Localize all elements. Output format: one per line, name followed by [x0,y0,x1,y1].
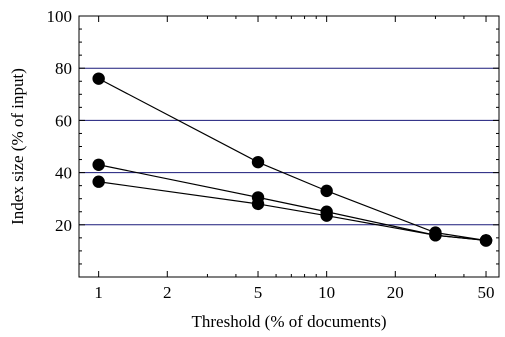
series-lines [98,78,487,242]
x-tick-label: 1 [94,283,103,302]
y-tick-label: 20 [55,216,72,235]
axis-ticks [79,15,499,277]
data-point-s3-3 [320,209,333,222]
x-axis-title: Threshold (% of documents) [192,312,387,331]
data-markers [92,72,493,247]
grid-lines [79,67,499,226]
x-tick-label: 20 [387,283,404,302]
series-line-3 [98,181,487,242]
y-tick-label: 60 [55,111,72,130]
x-tick-label: 10 [318,283,335,302]
data-point-s1-1 [92,72,105,85]
y-tick-label: 100 [47,7,73,26]
y-tick-label: 80 [55,59,72,78]
x-tick-label: 50 [478,283,495,302]
x-tick-label: 2 [163,283,172,302]
y-axis-title: Index size (% of input) [8,68,27,225]
data-point-s1-2 [251,155,265,169]
data-point-s3-1 [92,175,105,188]
data-point-s2-1 [92,158,105,171]
data-point-s1-3 [320,184,333,198]
data-point-s3-5 [479,234,493,247]
tick-labels: 20 40 60 80 100 1 2 5 10 20 50 [47,7,495,302]
data-point-s3-2 [251,197,265,211]
series-line-1 [98,78,487,242]
data-point-s3-4 [429,229,442,242]
y-tick-label: 40 [55,164,72,183]
x-tick-label: 5 [254,283,263,302]
